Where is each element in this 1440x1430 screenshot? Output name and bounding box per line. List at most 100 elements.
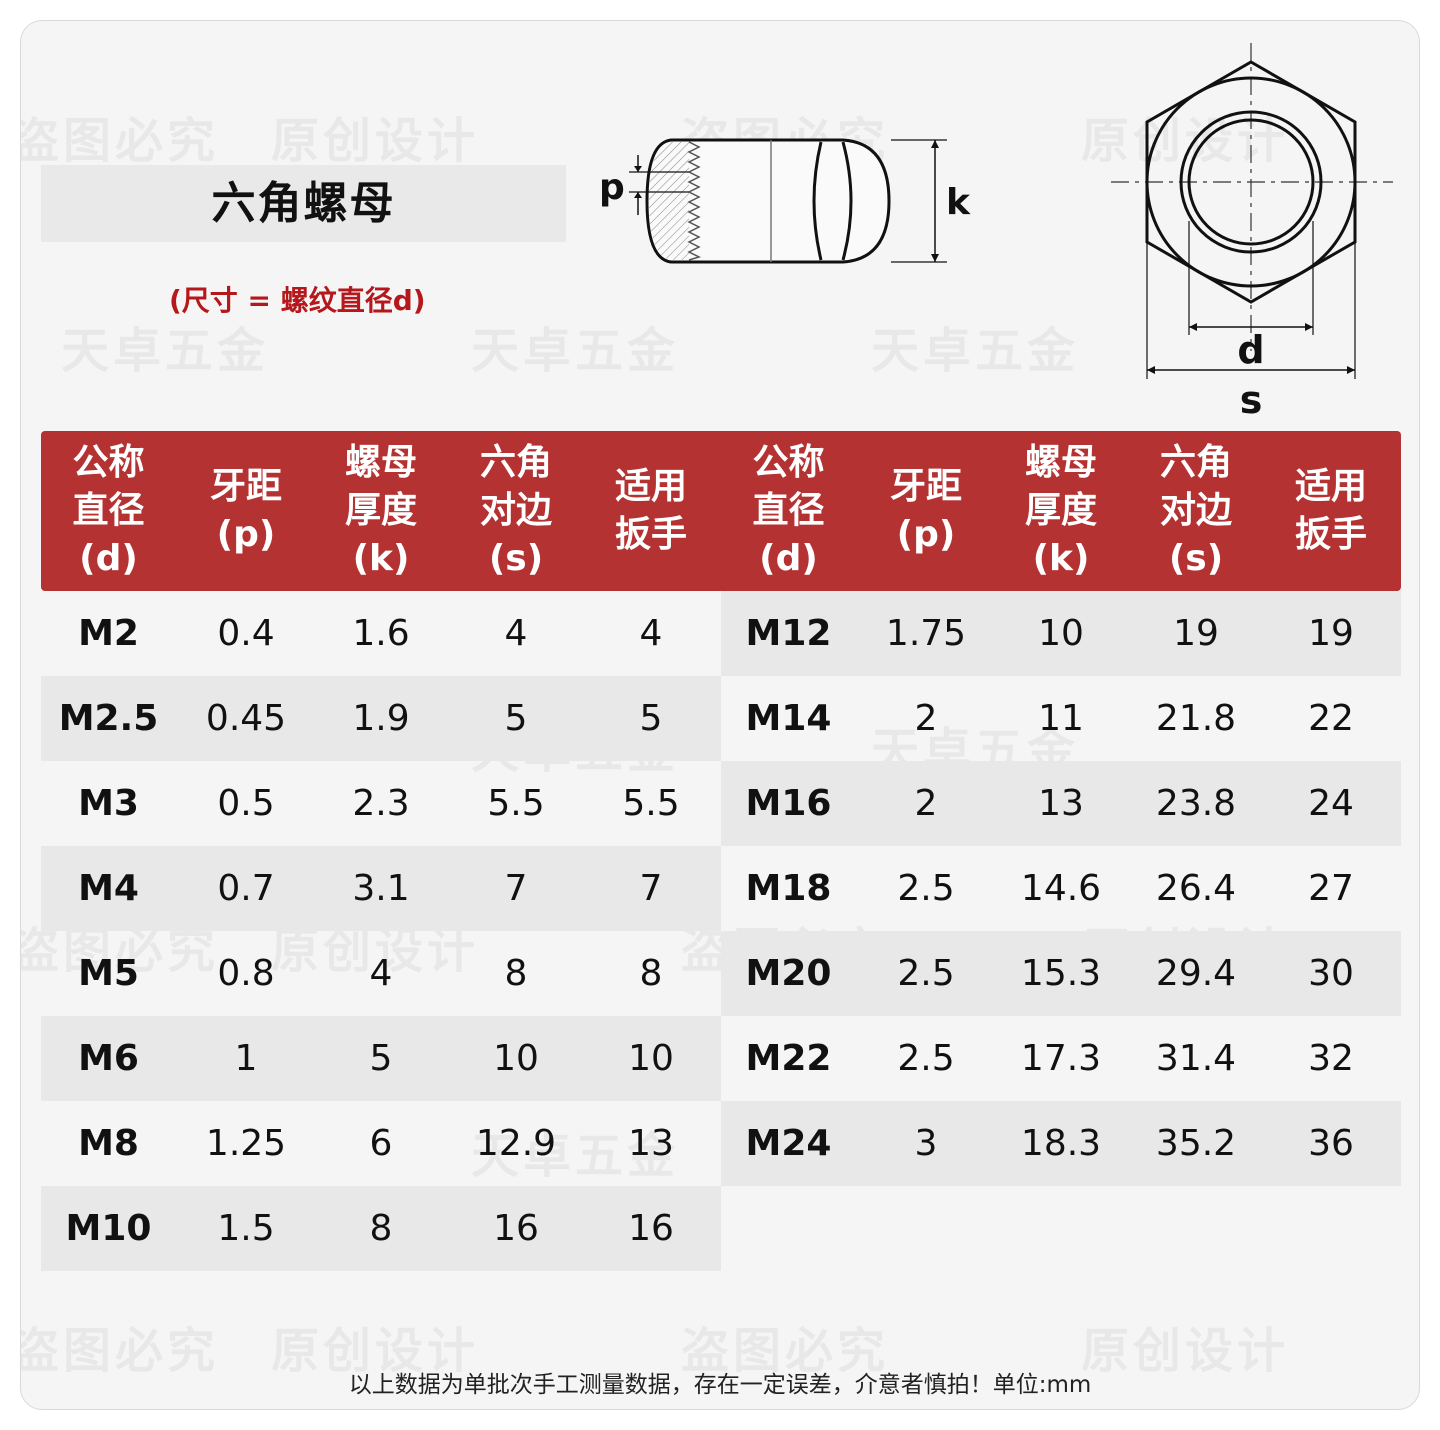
- value-cell: 1.75: [885, 613, 967, 654]
- watermark: 盗图必究: [681, 1323, 890, 1379]
- watermark: 天卓五金: [471, 1128, 680, 1184]
- value-cell: 0.8: [217, 953, 275, 994]
- table-row: M16 2 13 23.8 24: [721, 761, 1401, 846]
- value-cell: 1.25: [205, 1123, 287, 1164]
- value-cell: 0.7: [217, 868, 275, 909]
- col-wrench: 适用 扳手: [614, 466, 687, 555]
- col-nominal-diameter: 公称 直径 (d): [752, 442, 825, 579]
- size-cell: M20: [745, 953, 832, 994]
- watermark: 盗图必究: [20, 923, 220, 979]
- value-cell: 36: [1308, 1123, 1354, 1164]
- value-cell: 5: [639, 698, 663, 739]
- table-row: M2.5 0.45 1.9 5 5: [41, 676, 721, 761]
- top-view: d s: [1111, 43, 1393, 421]
- value-cell: 13: [1038, 783, 1084, 824]
- col-across-flats: 六角 对边 (s): [479, 442, 552, 579]
- value-cell: 23.8: [1155, 783, 1237, 824]
- col-pitch: 牙距 (p): [209, 466, 282, 555]
- size-cell: M14: [745, 698, 832, 739]
- value-cell: 4: [639, 613, 663, 654]
- title-band: 六角螺母: [41, 165, 566, 242]
- value-cell: 12.9: [475, 1123, 557, 1164]
- size-cell: M2.5: [58, 698, 159, 739]
- table-row: M8 1.25 6 12.9 13: [41, 1101, 721, 1186]
- value-cell: 31.4: [1155, 1038, 1237, 1079]
- value-cell: 0.45: [205, 698, 287, 739]
- value-cell: 19: [1173, 613, 1219, 654]
- table-row: M2 0.4 1.6 4 4: [41, 591, 721, 676]
- watermark: 原创设计: [271, 923, 480, 979]
- table-row: M5 0.8 4 8 8: [41, 931, 721, 1016]
- value-cell: 2.5: [897, 953, 955, 994]
- value-cell: 27: [1308, 868, 1354, 909]
- value-cell: 3.1: [352, 868, 410, 909]
- label-s: s: [1240, 378, 1263, 421]
- value-cell: 7: [639, 868, 663, 909]
- value-cell: 2: [914, 783, 938, 824]
- label-d: d: [1237, 328, 1264, 372]
- size-cell: M22: [745, 1038, 832, 1079]
- size-cell: M2: [78, 613, 139, 654]
- value-cell: 0.5: [217, 783, 275, 824]
- col-pitch: 牙距 (p): [889, 466, 962, 555]
- size-cell: M12: [745, 613, 832, 654]
- watermark: 天卓五金: [471, 323, 680, 379]
- watermark: 天卓五金: [61, 323, 270, 379]
- watermark: 原创设计: [271, 113, 480, 169]
- value-cell: 5.5: [622, 783, 680, 824]
- value-cell: 1: [234, 1038, 258, 1079]
- size-cell: M24: [745, 1123, 832, 1164]
- table-row: M3 0.5 2.3 5.5 5.5: [41, 761, 721, 846]
- value-cell: 2.3: [352, 783, 410, 824]
- value-cell: 32: [1308, 1038, 1354, 1079]
- value-cell: 1.6: [352, 613, 410, 654]
- table-row: M4 0.7 3.1 7 7: [41, 846, 721, 931]
- value-cell: 22: [1308, 698, 1354, 739]
- side-view: p k: [599, 138, 971, 264]
- value-cell: 8: [369, 1208, 393, 1249]
- value-cell: 30: [1308, 953, 1354, 994]
- watermark: 原创设计: [1081, 1323, 1290, 1379]
- table-row: M22 2.5 17.3 31.4 32: [721, 1016, 1401, 1101]
- value-cell: 26.4: [1155, 868, 1237, 909]
- col-across-flats: 六角 对边 (s): [1159, 442, 1232, 579]
- value-cell: 16: [493, 1208, 539, 1249]
- size-cell: M4: [78, 868, 139, 909]
- watermark: 盗图必究: [20, 113, 220, 169]
- footer-note: 以上数据为单批次手工测量数据，存在一定误差，介意者慎拍！单位:mm: [348, 1372, 1092, 1398]
- size-cell: M6: [78, 1038, 139, 1079]
- value-cell: 4: [504, 613, 528, 654]
- table-row: M24 3 18.3 35.2 36: [721, 1101, 1401, 1186]
- col-wrench: 适用 扳手: [1294, 466, 1367, 555]
- value-cell: 2.5: [897, 1038, 955, 1079]
- value-cell: 5: [504, 698, 528, 739]
- page-title: 六角螺母: [211, 178, 396, 229]
- value-cell: 2.5: [897, 868, 955, 909]
- value-cell: 1.9: [352, 698, 410, 739]
- value-cell: 35.2: [1155, 1123, 1237, 1164]
- value-cell: 24: [1308, 783, 1354, 824]
- value-cell: 16: [628, 1208, 674, 1249]
- value-cell: 7: [504, 868, 528, 909]
- value-cell: 8: [639, 953, 663, 994]
- col-nominal-diameter: 公称 直径 (d): [72, 442, 145, 579]
- watermark: 盗图必究: [20, 1323, 220, 1379]
- value-cell: 5: [369, 1038, 393, 1079]
- value-cell: 1.5: [217, 1208, 275, 1249]
- size-cell: M5: [78, 953, 139, 994]
- value-cell: 14.6: [1020, 868, 1102, 909]
- subtitle: (尺寸 = 螺纹直径d): [169, 284, 426, 317]
- size-cell: M3: [78, 783, 139, 824]
- table-header: 公称 直径 (d) 牙距 (p) 螺母 厚度 (k) 六角 对边 (s) 适用 …: [41, 431, 1401, 591]
- size-cell: M16: [745, 783, 832, 824]
- table-row: M18 2.5 14.6 26.4 27: [721, 846, 1401, 931]
- value-cell: 21.8: [1155, 698, 1237, 739]
- value-cell: 4: [369, 953, 393, 994]
- value-cell: 6: [369, 1123, 393, 1164]
- watermark: 原创设计: [271, 1323, 480, 1379]
- value-cell: 0.4: [217, 613, 275, 654]
- value-cell: 8: [504, 953, 528, 994]
- table-row: M6 1 5 10 10: [41, 1016, 721, 1101]
- value-cell: 10: [1038, 613, 1084, 654]
- label-p: p: [599, 167, 625, 208]
